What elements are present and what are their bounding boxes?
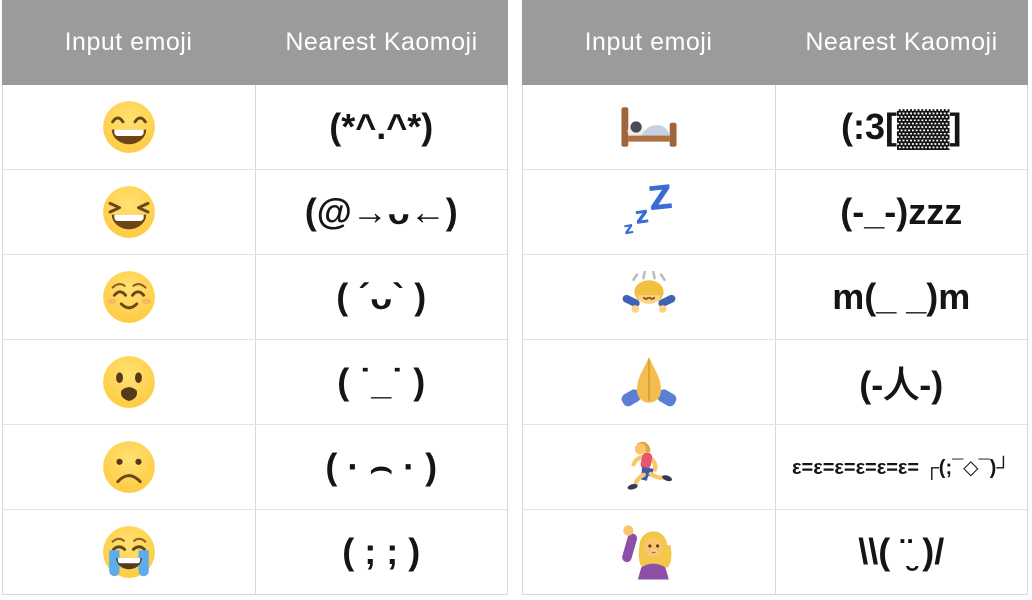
nearest-kaomoji-cell: ( ´ᴗ` ) — [336, 276, 427, 317]
grinning-face-with-smiling-eyes-emoji-icon — [102, 101, 155, 153]
person-running-emoji-icon — [627, 441, 672, 490]
zzz-sleeping-symbol-emoji-icon: zzZ — [622, 181, 674, 238]
svg-text:Z: Z — [646, 181, 674, 218]
left-table-header: Input emoji Nearest Kaomoji — [2, 0, 508, 85]
left-table-body: (*^.^*) (@→ᴗ←) ( ´ᴗ` ) ( ˙_˙ ) ( · ⌢ · ) ( ; … — [2, 85, 508, 595]
nearest-kaomoji-cell: ( ; ; ) — [342, 531, 421, 572]
person-in-bed-emoji-icon — [621, 107, 677, 147]
frowning-face-with-open-mouth-emoji-icon — [102, 356, 155, 408]
input-emoji-cell — [3, 170, 256, 254]
smiling-face-emoji-icon — [102, 271, 155, 323]
input-emoji-cell — [523, 255, 776, 339]
input-emoji-cell — [3, 85, 256, 169]
input-emoji-cell — [3, 425, 256, 509]
right-table: Input emoji Nearest Kaomoji (:3[▓▓] z z Z (-… — [522, 0, 1028, 595]
right-table-body: (:3[▓▓] z z Z (-_-)zzz m(_ _)m (-人-) ε=ε=ε=ε=ε=… — [522, 85, 1028, 595]
svg-text:z: z — [622, 218, 635, 238]
grinning-squinting-face-emoji-icon — [102, 186, 155, 238]
frowning-face-emoji-icon — [102, 441, 155, 493]
input-emoji-cell — [3, 340, 256, 424]
input-emoji-cell — [3, 255, 256, 339]
table-row: ( · ⌢ · ) — [3, 424, 507, 509]
nearest-kaomoji-cell: (*^.^*) — [329, 106, 434, 147]
input-emoji-cell — [3, 510, 256, 594]
table-row: (:3[▓▓] — [523, 85, 1027, 169]
nearest-kaomoji-cell: ( · ⌢ · ) — [325, 445, 438, 487]
table-row: z z Z (-_-)zzz — [523, 169, 1027, 254]
table-row: m(_ _)m — [523, 254, 1027, 339]
person-bowing-emoji-icon — [622, 270, 676, 313]
nearest-kaomoji-cell: (@→ᴗ←) — [304, 191, 458, 232]
table-row: ε=ε=ε=ε=ε=ε= ┌(;¯◇¯)┘ — [523, 424, 1027, 509]
table-row: (-人-) — [523, 339, 1027, 424]
nearest-kaomoji-cell: (-人-) — [859, 364, 944, 405]
column-header-input-emoji: Input emoji — [64, 28, 193, 56]
nearest-kaomoji-cell: ε=ε=ε=ε=ε=ε= ┌(;¯◇¯)┘ — [792, 456, 1011, 479]
input-emoji-cell — [523, 510, 776, 594]
table-row: ( ; ; ) — [3, 509, 507, 594]
nearest-kaomoji-cell: m(_ _)m — [832, 276, 971, 317]
column-header-nearest-kaomoji: Nearest Kaomoji — [285, 28, 478, 56]
nearest-kaomoji-cell: (-_-)zzz — [840, 191, 963, 232]
loudly-crying-face-emoji-icon — [102, 526, 155, 578]
table-row: \\( ¨̮ )/ — [523, 509, 1027, 594]
svg-text:z: z — [633, 201, 650, 230]
input-emoji-cell — [523, 425, 776, 509]
right-table-header: Input emoji Nearest Kaomoji — [522, 0, 1028, 85]
table-row: ( ´ᴗ` ) — [3, 254, 507, 339]
left-table: Input emoji Nearest Kaomoji (*^.^*) (@→ᴗ←… — [2, 0, 508, 595]
nearest-kaomoji-cell: (:3[▓▓] — [841, 106, 962, 147]
table-row: (@→ᴗ←) — [3, 169, 507, 254]
table-row: ( ˙_˙ ) — [3, 339, 507, 424]
input-emoji-cell — [523, 85, 776, 169]
person-raising-hand-emoji-icon — [621, 525, 672, 580]
input-emoji-cell — [523, 340, 776, 424]
nearest-kaomoji-cell: ( ˙_˙ ) — [337, 361, 426, 402]
column-header-nearest-kaomoji: Nearest Kaomoji — [805, 28, 998, 56]
table-row: (*^.^*) — [3, 85, 507, 169]
nearest-kaomoji-cell: \\( ¨̮ )/ — [858, 531, 945, 572]
column-header-input-emoji: Input emoji — [584, 28, 713, 56]
folded-hands-emoji-icon — [621, 357, 677, 407]
